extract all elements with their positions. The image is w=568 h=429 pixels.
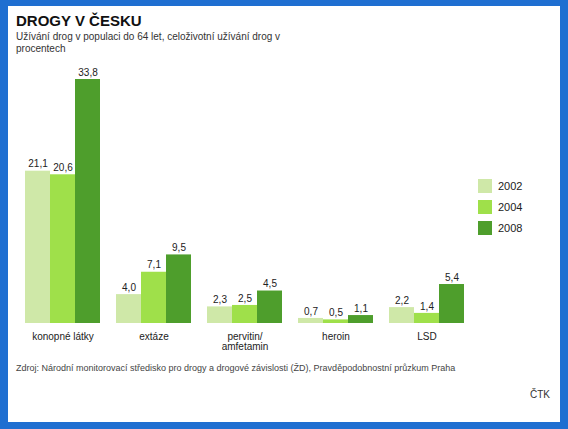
svg-text:konopné látky: konopné látky — [32, 331, 94, 342]
svg-text:33,8: 33,8 — [78, 67, 98, 78]
html-text:2002: 2002 — [498, 180, 523, 192]
svg-text:4,5: 4,5 — [263, 278, 277, 289]
html-text:2004: 2004 — [498, 201, 523, 213]
svg-text:1,4: 1,4 — [420, 301, 434, 312]
svg-text:9,5: 9,5 — [172, 242, 186, 253]
html-text:ČTK: ČTK — [530, 389, 550, 400]
svg-text:0,5: 0,5 — [329, 307, 343, 318]
svg-text:4,0: 4,0 — [122, 282, 136, 293]
html-text:DROGY V ČESKU: DROGY V ČESKU — [16, 12, 142, 29]
svg-text:pervitin/amfetamin: pervitin/amfetamin — [222, 331, 269, 352]
html-text:2008: 2008 — [498, 222, 523, 234]
svg-text:LSD: LSD — [417, 331, 436, 342]
html-text:Zdroj: Národní monitorovací st: Zdroj: Národní monitorovací středisko pr… — [16, 363, 456, 373]
html-text:Užívání drog v populaci do 64: Užívání drog v populaci do 64 let, celož… — [16, 31, 280, 54]
svg-text:1,1: 1,1 — [354, 303, 368, 314]
svg-text:5,4: 5,4 — [445, 272, 459, 283]
svg-text:0,7: 0,7 — [304, 306, 318, 317]
svg-text:2,2: 2,2 — [395, 295, 409, 306]
svg-text:20,6: 20,6 — [53, 162, 73, 173]
svg-text:7,1: 7,1 — [147, 259, 161, 270]
svg-text:2,5: 2,5 — [238, 293, 252, 304]
svg-text:2,3: 2,3 — [213, 294, 227, 305]
svg-text:extáze: extáze — [139, 331, 169, 342]
svg-text:21,1: 21,1 — [28, 158, 48, 169]
svg-text:heroin: heroin — [322, 331, 350, 342]
